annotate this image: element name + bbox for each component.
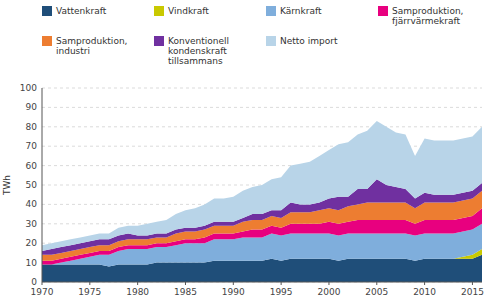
x-tick [472, 282, 473, 285]
legend-swatch [266, 6, 276, 16]
x-tick-label: 2015 [461, 287, 484, 297]
legend: Vattenkraft Vindkraft Kärnkraft Samprodukti… [42, 6, 463, 66]
legend-swatch [154, 36, 164, 46]
y-axis-line [42, 88, 43, 282]
y-tick-label: 40 [26, 199, 38, 209]
x-tick-label: 2005 [365, 287, 388, 297]
y-tick-label: 100 [20, 83, 37, 93]
y-tick-label: 20 [26, 238, 38, 248]
legend-swatch [378, 6, 388, 16]
x-tick-label: 1985 [174, 287, 197, 297]
x-tick-label: 2000 [318, 287, 341, 297]
y-tick-label: 10 [26, 258, 38, 268]
grid-line [42, 88, 482, 89]
legend-label: Samproduktion,industri [56, 36, 127, 56]
legend-swatch [42, 6, 52, 16]
y-axis-label: TWh [2, 175, 12, 196]
y-tick-label: 80 [26, 122, 38, 132]
y-tick-label: 70 [26, 141, 38, 151]
x-tick [89, 282, 90, 285]
grid-line [42, 107, 482, 108]
x-tick [185, 282, 186, 285]
x-tick [328, 282, 329, 285]
y-tick-label: 50 [26, 180, 38, 190]
x-tick-label: 1980 [126, 287, 149, 297]
area [42, 121, 482, 251]
legend-swatch [266, 36, 276, 46]
x-tick [42, 282, 43, 285]
grid-line [42, 146, 482, 147]
legend-label: Netto import [280, 36, 338, 46]
y-tick-label: 90 [26, 102, 38, 112]
legend-swatch [154, 6, 164, 16]
x-tick [233, 282, 234, 285]
y-axis: 0 10 20 30 40 50 60 70 80 90 100 [20, 83, 482, 287]
legend-label: Vattenkraft [56, 6, 107, 16]
legend-label: Samproduktion,fjärrvärmekraft [392, 6, 463, 26]
y-tick-label: 60 [26, 161, 38, 171]
x-tick-label: 1995 [270, 287, 293, 297]
grid-line [42, 282, 482, 283]
grid-line [42, 126, 482, 127]
y-tick-label: 30 [26, 219, 38, 229]
chart: Vattenkraft Vindkraft Kärnkraft Samprodukti… [0, 0, 491, 302]
x-tick-label: 1970 [31, 287, 54, 297]
legend-swatch [42, 36, 52, 46]
x-axis-line [42, 282, 482, 283]
areas [42, 121, 482, 282]
x-tick-label: 1990 [222, 287, 245, 297]
x-tick [137, 282, 138, 285]
legend-label: Kärnkraft [280, 6, 322, 16]
x-tick [424, 282, 425, 285]
x-axis: 1970 1975 1980 1985 1990 1995 2000 2005 2010 2015 [31, 282, 484, 297]
x-tick [281, 282, 282, 285]
x-tick [376, 282, 377, 285]
y-tick-label: 0 [31, 277, 37, 287]
x-tick-label: 1975 [78, 287, 101, 297]
legend-label: Vindkraft [168, 6, 209, 16]
x-tick-label: 2010 [413, 287, 436, 297]
legend-label: Konventionellkondenskrafttillsammans [168, 36, 229, 66]
